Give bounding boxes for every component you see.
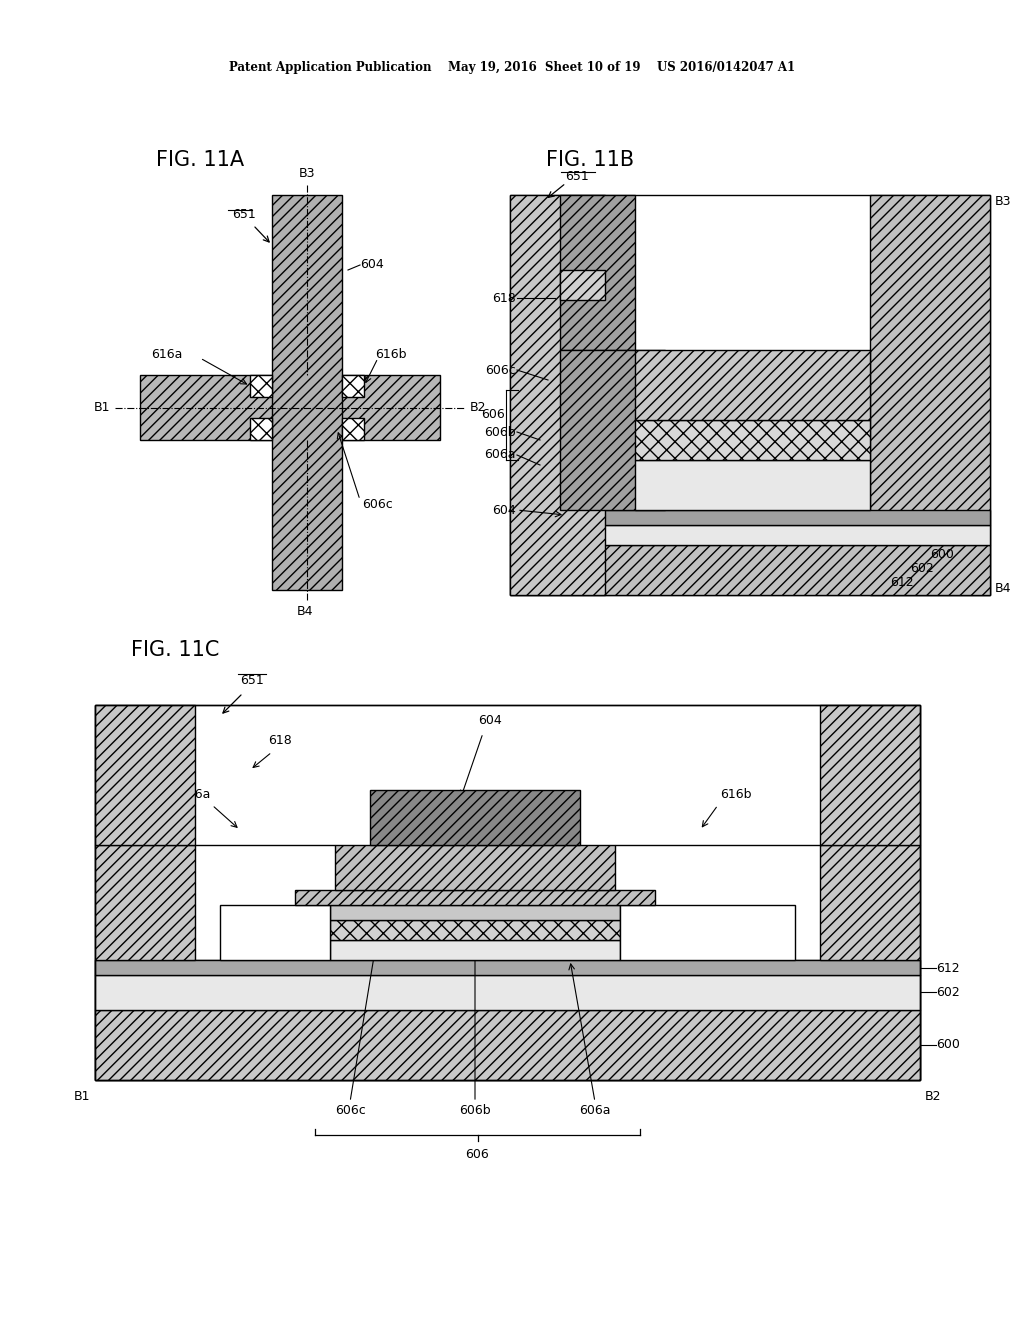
Text: 612: 612 <box>890 576 913 589</box>
Polygon shape <box>330 906 620 920</box>
Polygon shape <box>342 418 364 440</box>
Text: 618: 618 <box>268 734 292 747</box>
Text: B3: B3 <box>995 195 1012 209</box>
Text: 616b: 616b <box>375 348 407 362</box>
Polygon shape <box>250 418 272 440</box>
Text: 604: 604 <box>360 259 384 272</box>
Text: B3: B3 <box>299 168 315 180</box>
Text: 618: 618 <box>493 292 516 305</box>
Polygon shape <box>95 705 920 1080</box>
Polygon shape <box>560 350 665 510</box>
Text: 606c: 606c <box>335 1104 366 1117</box>
Polygon shape <box>95 845 195 960</box>
Polygon shape <box>635 420 870 459</box>
Polygon shape <box>250 375 272 397</box>
Polygon shape <box>335 845 615 890</box>
Polygon shape <box>510 525 990 545</box>
Polygon shape <box>560 195 635 350</box>
Text: Patent Application Publication    May 19, 2016  Sheet 10 of 19    US 2016/014204: Patent Application Publication May 19, 2… <box>229 62 795 74</box>
Polygon shape <box>820 705 920 845</box>
Text: 606b: 606b <box>459 1104 490 1117</box>
Text: 602: 602 <box>936 986 959 998</box>
Polygon shape <box>95 975 920 1010</box>
Text: 602: 602 <box>910 561 934 574</box>
Polygon shape <box>95 960 920 975</box>
Polygon shape <box>510 195 605 595</box>
Polygon shape <box>330 920 620 940</box>
Polygon shape <box>140 375 440 440</box>
Text: B1: B1 <box>74 1090 90 1104</box>
Text: 616a: 616a <box>178 788 210 801</box>
Text: 612: 612 <box>936 961 959 974</box>
Text: 604: 604 <box>478 714 502 726</box>
Polygon shape <box>560 271 605 300</box>
Polygon shape <box>220 906 330 960</box>
Text: 606c: 606c <box>362 499 393 511</box>
Polygon shape <box>272 195 342 590</box>
Text: 604: 604 <box>493 503 516 516</box>
Polygon shape <box>342 375 364 397</box>
Text: B1: B1 <box>93 401 110 414</box>
Polygon shape <box>620 906 795 960</box>
Text: 606b: 606b <box>484 425 516 438</box>
Text: 606a: 606a <box>484 449 516 462</box>
Polygon shape <box>95 1010 920 1080</box>
Text: 616b: 616b <box>720 788 752 801</box>
Bar <box>95 705 920 1080</box>
Text: 600: 600 <box>936 1039 959 1052</box>
Polygon shape <box>870 195 990 595</box>
Text: FIG. 11B: FIG. 11B <box>546 150 634 170</box>
Text: 606: 606 <box>481 408 505 421</box>
Polygon shape <box>370 789 580 845</box>
Polygon shape <box>510 195 990 595</box>
Polygon shape <box>95 705 195 845</box>
Text: B4: B4 <box>297 605 313 618</box>
Text: B2: B2 <box>470 401 486 414</box>
Polygon shape <box>95 975 920 1010</box>
Text: 616a: 616a <box>152 348 183 362</box>
Text: FIG. 11C: FIG. 11C <box>131 640 219 660</box>
Polygon shape <box>510 510 990 525</box>
Polygon shape <box>510 545 990 595</box>
Text: B2: B2 <box>925 1090 941 1104</box>
Text: 651: 651 <box>565 170 589 183</box>
Polygon shape <box>820 845 920 960</box>
Polygon shape <box>330 940 620 960</box>
Text: 606c: 606c <box>485 363 516 376</box>
Polygon shape <box>295 890 655 906</box>
Text: 600: 600 <box>930 549 954 561</box>
Text: FIG. 11A: FIG. 11A <box>156 150 244 170</box>
Polygon shape <box>95 1010 920 1080</box>
Text: 651: 651 <box>232 209 256 222</box>
Polygon shape <box>635 350 870 420</box>
Text: 606a: 606a <box>580 1104 610 1117</box>
Polygon shape <box>635 459 870 510</box>
Polygon shape <box>95 960 920 975</box>
Text: 651: 651 <box>240 673 264 686</box>
Text: 606: 606 <box>466 1148 489 1162</box>
Text: B4: B4 <box>995 582 1012 595</box>
